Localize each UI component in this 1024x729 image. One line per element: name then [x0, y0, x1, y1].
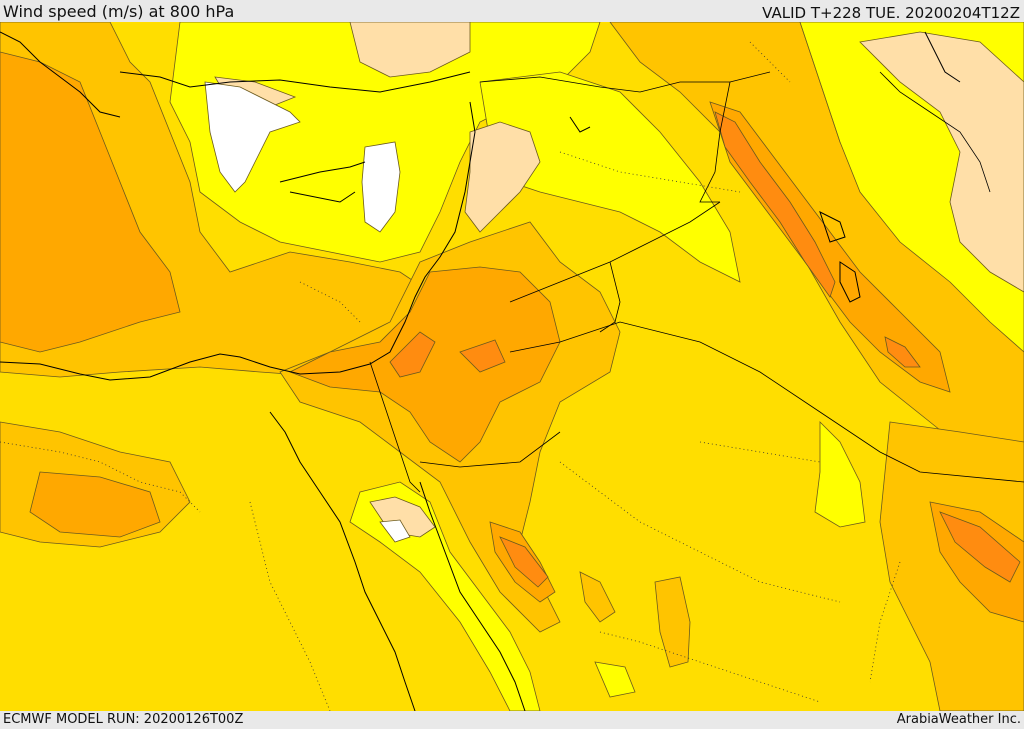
fill-light-orange-patch1 [654, 576, 691, 668]
country-borders [369, 71, 1024, 493]
map-header: Wind speed (m/s) at 800 hPa VALID T+228 … [0, 0, 1024, 22]
fill-peach-levant [464, 121, 541, 233]
fill-dark-orange-southeast [939, 511, 1021, 583]
fill-dark-orange-redsea [499, 536, 549, 588]
valid-time: VALID T+228 TUE. 20200204T12Z [762, 4, 1020, 22]
fill-dark-orange-gulf [884, 336, 921, 368]
fill-orange-east [709, 101, 951, 393]
credit: ArabiaWeather Inc. [896, 712, 1021, 727]
fill-dark-orange-palestine [389, 331, 436, 378]
wind-speed-map [0, 22, 1024, 711]
fill-white-aqaba [379, 519, 411, 543]
map-title: Wind speed (m/s) at 800 hPa [3, 2, 235, 21]
fill-light-yellow-gulf [814, 421, 866, 528]
dotted-admin-lines [0, 41, 901, 711]
fill-white-cyprus [361, 141, 401, 233]
fill-peach-north [349, 22, 471, 78]
fill-orange-levant [289, 266, 561, 463]
map-canvas [0, 22, 1024, 711]
fill-peach-east [859, 31, 1024, 293]
fill-dark-orange-iraq [714, 111, 836, 298]
fill-light-yellow-patch [594, 661, 636, 698]
fill-light-orange-patch2 [579, 571, 616, 623]
coastlines [0, 31, 961, 711]
fill-white-anatolia [204, 81, 301, 193]
model-run: ECMWF MODEL RUN: 20200126T00Z [3, 712, 244, 727]
fill-orange-west [0, 51, 181, 353]
map-footer: ECMWF MODEL RUN: 20200126T00Z ArabiaWeat… [0, 711, 1024, 729]
fill-dark-orange-jordan [459, 339, 506, 373]
fill-orange-egypt [29, 471, 161, 538]
